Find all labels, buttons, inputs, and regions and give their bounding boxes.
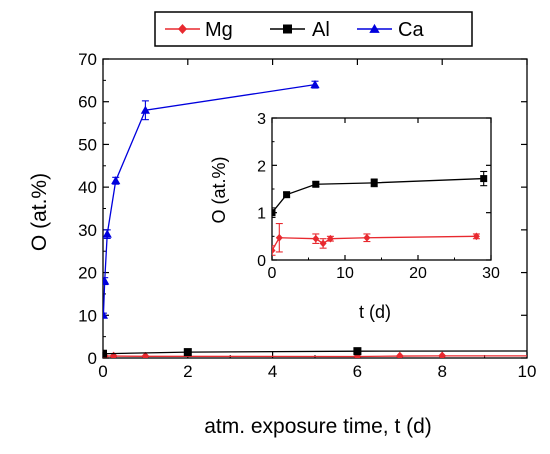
- main-x-tick-label: 4: [268, 362, 277, 381]
- inset-x-axis-title: t (d): [359, 302, 391, 322]
- inset-series-al-point: [312, 180, 320, 188]
- legend-label-mg: Mg: [205, 19, 233, 41]
- main-series-al-point: [353, 347, 362, 356]
- main-series-mg-point: [544, 351, 550, 360]
- main-series-ca-point: [111, 176, 121, 185]
- main-series-ca: [103, 80, 320, 319]
- inset-x-tick-label: 0: [268, 265, 277, 282]
- main-series-group: [103, 80, 550, 360]
- inset-series-al: [272, 170, 488, 218]
- inset-y-axis-title: O (at.%): [209, 156, 229, 223]
- main-y-tick-label: 30: [78, 221, 97, 240]
- inset-y-tick-label: 2: [257, 158, 266, 175]
- main-y-tick-label: 20: [78, 264, 97, 283]
- y-axis-title: O (at.%): [28, 173, 51, 251]
- legend-marker-al: [283, 24, 292, 34]
- main-x-tick-label: 10: [518, 362, 537, 381]
- main-series-ca-point: [103, 276, 110, 285]
- inset-series-al-point: [370, 179, 378, 187]
- main-series-ca-point: [140, 105, 150, 114]
- inset-series-mg-point: [472, 232, 480, 241]
- inset-series-group: [272, 170, 488, 256]
- main-series-ca-line: [103, 83, 316, 316]
- main-series-ca-point: [103, 310, 109, 319]
- inset-x-tick-label: 20: [409, 265, 427, 282]
- main-series-mg-point: [141, 351, 150, 358]
- main-series-al-line: [103, 350, 527, 355]
- main-series-al-point: [183, 348, 192, 357]
- main-y-tick-label: 50: [78, 135, 97, 154]
- main-y-tick-label: 70: [78, 50, 97, 69]
- main-y-tick-label: 10: [78, 306, 97, 325]
- inset-x-tick-label: 10: [336, 265, 354, 282]
- main-y-tick-label: 60: [78, 93, 97, 112]
- main-series-al-point: [103, 349, 107, 358]
- inset-background: [271, 118, 490, 259]
- inset-y-tick-label: 0: [257, 253, 266, 270]
- inset-series-al-point: [272, 209, 276, 217]
- legend: Mg Al Ca: [154, 11, 473, 47]
- inset-x-tick-label: 30: [482, 265, 500, 282]
- legend-label-ca: Ca: [398, 19, 424, 41]
- inset-y-tick-label: 1: [257, 206, 266, 223]
- main-series-al: [103, 347, 550, 358]
- inset-series-mg-point: [312, 234, 320, 243]
- main-series-al-point: [544, 347, 550, 355]
- inset-series-mg: [272, 223, 480, 256]
- legend-marker-ca: [369, 23, 380, 33]
- main-x-tick-label: 8: [437, 362, 446, 381]
- legend-marker-mg: [178, 24, 187, 34]
- inset-series-mg-point: [272, 246, 276, 255]
- main-y-tick-label: 0: [88, 349, 97, 368]
- inset-series-mg-point: [275, 233, 283, 242]
- main-series-mg-line: [103, 355, 527, 358]
- main-series-ca-point: [103, 229, 112, 238]
- main-series-mg-point: [395, 351, 404, 358]
- legend-box: [154, 11, 473, 47]
- inset-series-mg-point: [363, 233, 371, 242]
- inset-series-mg-point: [319, 239, 327, 248]
- inset-y-tick-label: 3: [257, 111, 266, 128]
- inset-series-al-point: [480, 175, 488, 183]
- inset-series-al-point: [283, 191, 291, 199]
- inset-plot-area: 0 10 20 30 0 1 2 3: [257, 111, 500, 282]
- inset-series-mg-point: [326, 234, 334, 243]
- main-series-mg-point: [109, 351, 118, 358]
- main-y-tick-label: 40: [78, 178, 97, 197]
- x-axis-title: atm. exposure time, t (d): [204, 415, 432, 438]
- main-x-tick-label: 2: [183, 362, 192, 381]
- legend-label-al: Al: [312, 19, 330, 41]
- main-x-tick-label: 6: [353, 362, 362, 381]
- main-series-mg-point: [438, 351, 447, 358]
- main-x-tick-label: 0: [98, 362, 107, 381]
- main-series-ca-point: [310, 80, 320, 89]
